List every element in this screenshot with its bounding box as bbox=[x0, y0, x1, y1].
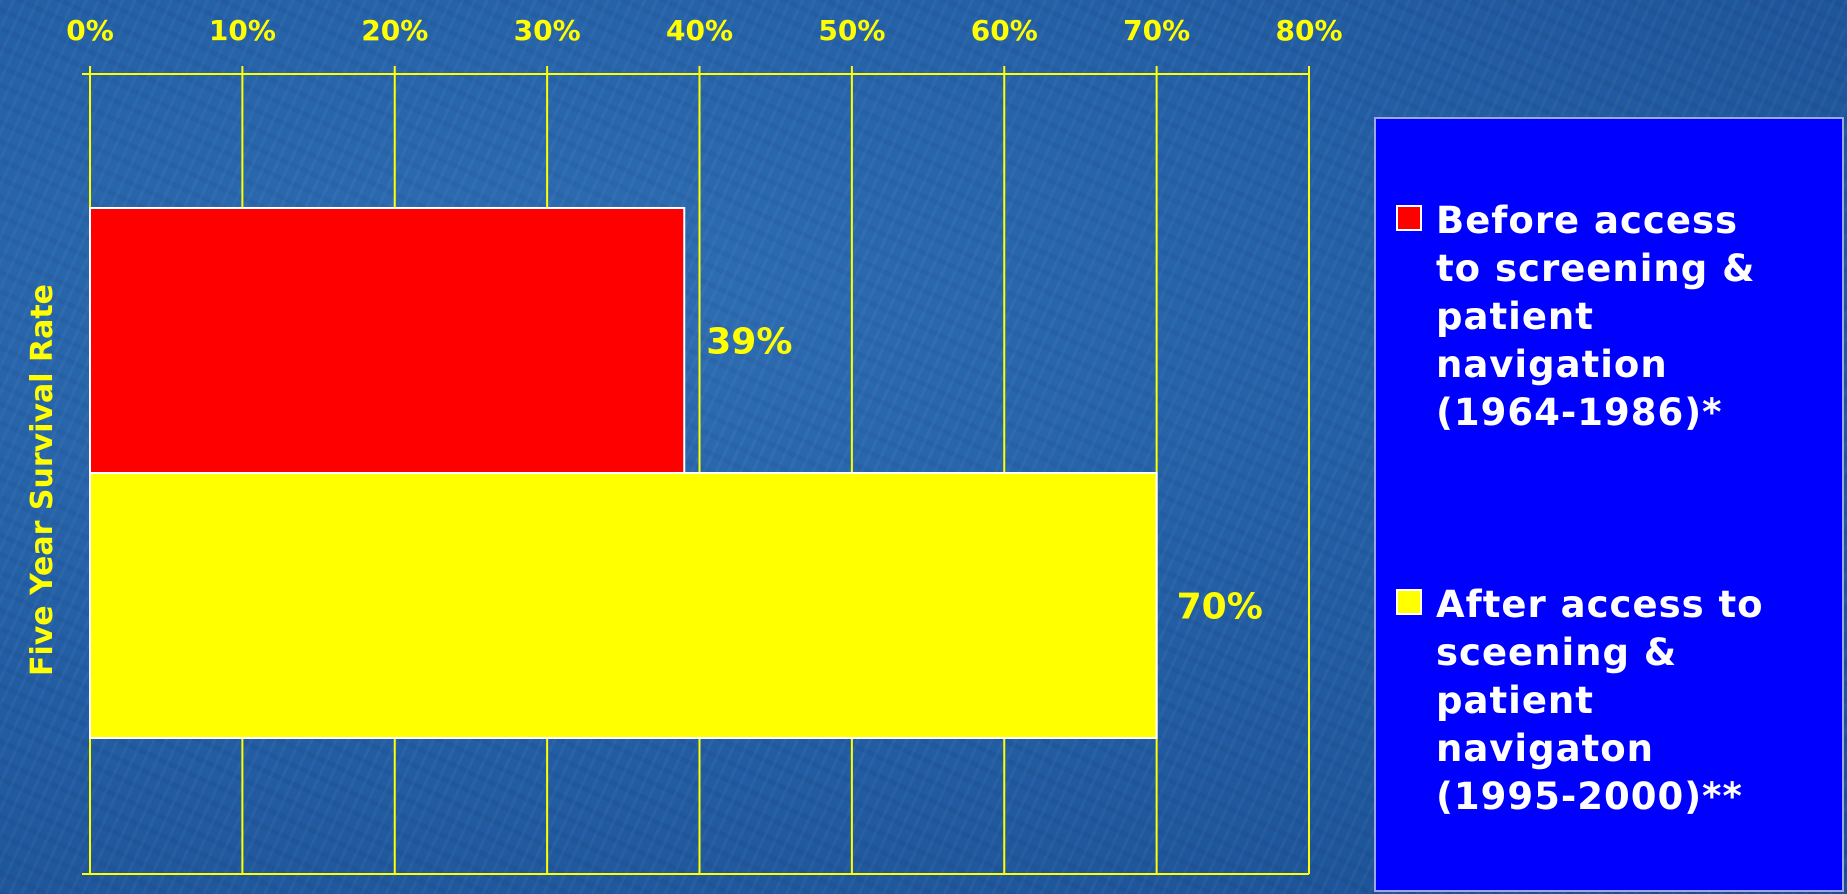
x-tick-label-6: 60% bbox=[971, 14, 1038, 47]
x-tick-label-3: 30% bbox=[514, 14, 581, 47]
x-tick-label-4: 40% bbox=[666, 14, 733, 47]
x-tick-label-5: 50% bbox=[818, 14, 885, 47]
x-tick-label-1: 10% bbox=[209, 14, 276, 47]
legend-swatch-after bbox=[1396, 589, 1422, 615]
x-tick-label-0: 0% bbox=[66, 14, 114, 47]
y-axis-label: Five Year Survival Rate bbox=[25, 284, 60, 676]
bar-after bbox=[89, 472, 1158, 739]
bar-value-labels: 39% 70% bbox=[706, 322, 1263, 628]
x-tick-label-2: 20% bbox=[361, 14, 428, 47]
data-label-before: 39% bbox=[706, 322, 792, 363]
x-tick-label-8: 80% bbox=[1275, 14, 1342, 47]
x-axis-ticks: 0% 10% 20% 30% 40% 50% 60% 70% 80% bbox=[66, 14, 1343, 74]
legend-swatch-before bbox=[1396, 205, 1422, 231]
bar-before bbox=[89, 207, 686, 474]
legend-label-after: After access to sceening & patient navig… bbox=[1436, 583, 1764, 818]
bars bbox=[89, 207, 1158, 739]
x-tick-label-7: 70% bbox=[1123, 14, 1190, 47]
legend: Before access to screening & patient nav… bbox=[1374, 117, 1844, 892]
data-label-after: 70% bbox=[1177, 587, 1263, 628]
legend-label-before: Before access to screening & patient nav… bbox=[1436, 199, 1756, 434]
